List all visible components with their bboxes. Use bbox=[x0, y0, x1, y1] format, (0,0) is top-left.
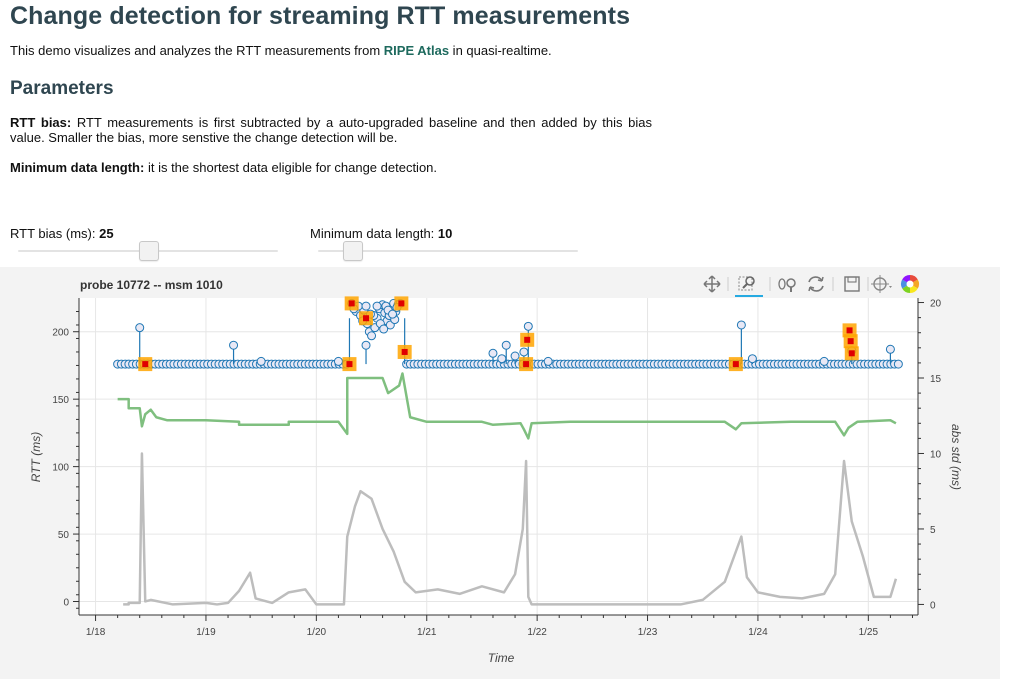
rtt-point bbox=[736, 320, 746, 330]
rtt-point bbox=[819, 356, 829, 366]
x-tick-label: 1/24 bbox=[748, 627, 768, 638]
axes: 1/18 1/19 1/20 1/21 1/22 1/23 1/24 1/2505010015… bbox=[52, 298, 942, 638]
min-length-slider: Minimum data length: 10 bbox=[310, 226, 590, 261]
baseline-line bbox=[117, 372, 897, 440]
x-axis-label: Time bbox=[488, 651, 515, 665]
change-point-core bbox=[847, 338, 854, 345]
y-tick-label: 150 bbox=[52, 395, 69, 406]
ripe-atlas-link[interactable]: RIPE Atlas bbox=[383, 43, 450, 58]
param-rtt-bias-label: RTT bias: bbox=[10, 115, 72, 130]
change-point-core bbox=[348, 300, 355, 307]
rtt-bias-slider: RTT bias (ms): 25 bbox=[10, 226, 290, 261]
rtt-point bbox=[510, 351, 520, 361]
hover-icon[interactable] bbox=[871, 275, 892, 293]
y-tick-label: 200 bbox=[52, 328, 69, 339]
rtt-series bbox=[113, 298, 903, 369]
change-point-core bbox=[398, 300, 405, 307]
abs-std-line bbox=[123, 452, 898, 606]
y-tick-label: 50 bbox=[58, 530, 70, 541]
x-tick-label: 1/18 bbox=[86, 627, 106, 638]
param-rtt-bias-text: RTT measurements is first subtracted by … bbox=[10, 115, 652, 145]
change-point-core bbox=[848, 350, 855, 357]
reset-icon[interactable] bbox=[808, 276, 824, 292]
y2-tick-label: 5 bbox=[930, 525, 936, 536]
x-tick-label: 1/23 bbox=[638, 627, 658, 638]
change-points bbox=[138, 296, 859, 372]
rtt-point bbox=[519, 347, 529, 357]
x-tick-label: 1/20 bbox=[307, 627, 327, 638]
param-min-length-label: Minimum data length: bbox=[10, 160, 145, 175]
abs-std-series bbox=[123, 452, 898, 606]
change-point-core bbox=[363, 315, 370, 322]
rtt-point bbox=[229, 340, 239, 350]
min-length-slider-track[interactable] bbox=[318, 250, 578, 252]
rtt-point bbox=[885, 344, 895, 354]
chart-title: probe 10772 -- msm 1010 bbox=[80, 278, 223, 292]
param-min-length-description: Minimum data length: it is the shortest … bbox=[10, 160, 652, 175]
rtt-point bbox=[543, 356, 553, 366]
baseline-series bbox=[117, 372, 897, 440]
bokeh-logo-icon[interactable] bbox=[900, 275, 920, 293]
box-zoom-icon[interactable] bbox=[738, 276, 755, 291]
y2-tick-label: 0 bbox=[930, 600, 936, 611]
change-point-core bbox=[846, 327, 853, 334]
change-point-core bbox=[142, 361, 149, 368]
save-icon[interactable] bbox=[844, 276, 860, 292]
rtt-point bbox=[893, 359, 903, 369]
x-tick-label: 1/21 bbox=[417, 627, 437, 638]
change-point-core bbox=[523, 361, 530, 368]
param-min-length-text: it is the shortest data eligible for cha… bbox=[144, 160, 438, 175]
wheel-zoom-icon[interactable] bbox=[778, 278, 796, 292]
plot-container: probe 10772 -- msm 1010 bbox=[0, 267, 1000, 679]
y2-tick-label: 20 bbox=[930, 299, 942, 310]
rtt-point bbox=[361, 340, 371, 350]
rtt-point bbox=[379, 324, 389, 334]
grid-lines bbox=[79, 298, 918, 615]
min-length-slider-handle[interactable] bbox=[342, 241, 363, 261]
rtt-point bbox=[135, 323, 145, 333]
min-length-slider-label: Minimum data length: 10 bbox=[310, 226, 453, 241]
rtt-point bbox=[372, 301, 382, 311]
y2-axis-label: abs std (ms) bbox=[949, 424, 963, 490]
rtt-bias-slider-label: RTT bias (ms): 25 bbox=[10, 226, 114, 241]
plot-frame bbox=[79, 298, 918, 615]
x-tick-label: 1/22 bbox=[527, 627, 547, 638]
param-rtt-bias-description: RTT bias: RTT measurements is first subt… bbox=[10, 115, 652, 145]
pan-icon[interactable] bbox=[703, 275, 721, 293]
min-length-value: 10 bbox=[437, 226, 453, 241]
intro-before: This demo visualizes and analyzes the RT… bbox=[10, 43, 384, 58]
rtt-point bbox=[497, 354, 507, 364]
rtt-point bbox=[361, 301, 371, 311]
x-tick-label: 1/25 bbox=[859, 627, 879, 638]
rtt-point bbox=[388, 309, 398, 319]
y-tick-label: 0 bbox=[63, 598, 69, 609]
y2-tick-label: 10 bbox=[930, 449, 942, 460]
rtt-point bbox=[367, 331, 377, 341]
parameters-heading: Parameters bbox=[10, 78, 114, 99]
rtt-bias-slider-handle[interactable] bbox=[139, 241, 159, 261]
intro-after: in quasi-realtime. bbox=[449, 43, 552, 58]
change-point-core bbox=[732, 361, 739, 368]
rtt-point bbox=[523, 321, 533, 331]
y2-tick-label: 15 bbox=[930, 374, 942, 385]
chart-toolbar bbox=[703, 275, 920, 297]
rtt-bias-value: 25 bbox=[99, 226, 114, 241]
change-point-core bbox=[524, 336, 531, 343]
change-point-core bbox=[401, 348, 408, 355]
change-point-core bbox=[346, 361, 353, 368]
rtt-point bbox=[747, 354, 757, 364]
y-tick-label: 100 bbox=[52, 463, 69, 474]
rtt-point bbox=[488, 348, 498, 358]
rtt-point bbox=[501, 340, 511, 350]
y-axis-label: RTT (ms) bbox=[29, 432, 43, 482]
rtt-point bbox=[256, 356, 266, 366]
intro-text: This demo visualizes and analyzes the RT… bbox=[10, 43, 552, 58]
x-tick-label: 1/19 bbox=[196, 627, 216, 638]
rtt-chart[interactable]: probe 10772 -- msm 1010 bbox=[0, 267, 1000, 679]
page-title: Change detection for streaming RTT measu… bbox=[10, 2, 631, 30]
rtt-point bbox=[333, 356, 343, 366]
